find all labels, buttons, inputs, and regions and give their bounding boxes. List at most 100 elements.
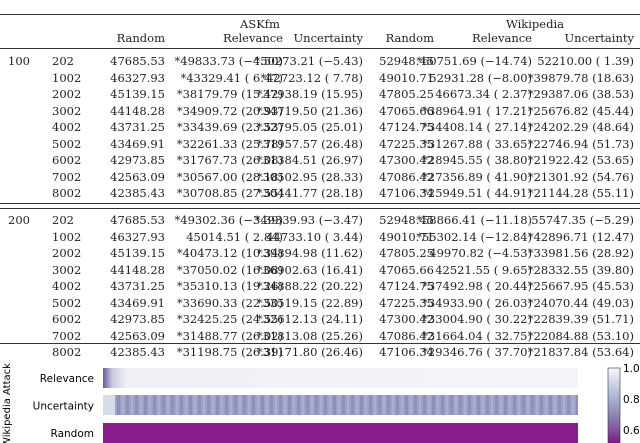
cell: *49302.36 (−3.39) [174, 213, 284, 227]
cell: 6002 [52, 153, 82, 167]
row-label: Uncertainty [33, 401, 94, 413]
cell: 8002 [52, 345, 82, 359]
cell: 45139.15 [110, 246, 165, 260]
cell: 47106.34 [379, 345, 434, 359]
cell: 42973.85 [110, 153, 165, 167]
cell: *40473.12 (10.34) [176, 246, 283, 260]
batch: 200 [8, 213, 30, 227]
cell: *25667.95 (45.53) [527, 279, 634, 293]
cell: 45139.15 [110, 87, 165, 101]
cell: *28332.55 (39.80) [527, 262, 634, 277]
cell: *22084.88 (53.10) [527, 328, 634, 343]
cell: 47805.25 [379, 246, 434, 260]
cell: 52931.28 (−8.00) [429, 70, 532, 85]
cell: 8002 [52, 186, 82, 200]
cell: 44148.28 [110, 262, 165, 277]
cell: *32261.33 (25.78) [176, 136, 283, 151]
cell: 42973.85 [110, 312, 165, 326]
heatmap: Wikipedia Attack Relevance Uncertainty Ran… [2, 363, 640, 443]
cell: 44733.10 ( 3.44) [266, 229, 363, 244]
cell: *43329.41 ( 6.47) [180, 70, 283, 85]
cell: *28945.55 ( 38.80) [422, 153, 532, 167]
cell: *25676.82 (45.44) [527, 103, 634, 118]
cell: 42563.09 [110, 169, 165, 184]
cell: 47300.42 [379, 312, 434, 326]
cell: *27356.89 ( 41.90) [422, 169, 532, 184]
cell: *34408.14 ( 27.14) [422, 120, 532, 134]
cell: 202 [52, 213, 74, 227]
cell: *22839.39 (51.71) [527, 312, 634, 326]
cell: *37938.19 (15.95) [256, 87, 363, 101]
cell: 47065.66 [379, 103, 434, 118]
cell: *31171.80 (26.46) [256, 345, 363, 359]
cell: *33690.33 (22.50) [176, 295, 283, 310]
rule [0, 48, 640, 49]
cell: *32795.05 (25.01) [256, 120, 363, 134]
cell: 47086.42 [379, 169, 434, 184]
cell: 45014.51 ( 2.84) [186, 229, 283, 244]
cell: *39879.78 (18.63) [527, 70, 634, 85]
cell: 49010.71 [379, 229, 434, 244]
row-label: Random [51, 428, 94, 440]
cell: *31664.04 ( 32.75) [422, 328, 532, 343]
cell: *38964.91 ( 17.21) [422, 103, 532, 118]
cell: *31813.08 (25.26) [256, 328, 363, 343]
cell: *34909.72 (20.93) [176, 103, 283, 118]
cell: 42385.43 [110, 186, 165, 200]
cell: *37050.02 (16.08) [176, 262, 283, 277]
cell: *49339.93 (−3.47) [254, 213, 364, 227]
cell: 46327.93 [110, 70, 165, 85]
cell: 43469.91 [110, 136, 165, 151]
group-header: Wikipedia [505, 17, 564, 31]
cell: *31384.51 (26.97) [256, 153, 363, 167]
cell: *24070.44 (49.03) [527, 295, 634, 310]
cell: 47685.53 [110, 213, 165, 227]
cell: 43469.91 [110, 295, 165, 310]
cell: *39894.98 (11.62) [256, 246, 363, 260]
cell: 42563.09 [110, 328, 165, 343]
colorbar-label: 0.6 [623, 425, 640, 437]
cell: *21837.84 (53.64) [527, 345, 634, 359]
cell: 47086.42 [379, 328, 434, 343]
column-header: Relevance [223, 31, 283, 45]
cell: 47124.75 [379, 279, 434, 293]
cell: *34888.22 (20.22) [256, 279, 363, 293]
rule [0, 203, 640, 204]
cell: 7002 [52, 169, 82, 184]
cell: *33004.90 ( 30.22) [422, 312, 532, 326]
cell: 6002 [52, 312, 82, 326]
cell: 42385.43 [110, 345, 165, 359]
cell: 47065.66 [379, 262, 434, 277]
cell: 47225.35 [379, 295, 434, 310]
rule [0, 208, 640, 209]
cell: *33981.56 (28.92) [527, 246, 634, 260]
cell: *60751.69 (−14.74) [416, 54, 532, 68]
cell: *31267.88 ( 33.65) [422, 136, 532, 151]
cell: *42896.71 (12.47) [527, 229, 634, 244]
cell: *29346.76 ( 37.70) [422, 345, 532, 359]
cell: *30441.77 (28.18) [256, 186, 363, 200]
cell: *24202.29 (48.64) [527, 120, 634, 134]
cell: *31767.73 (26.08) [176, 153, 283, 167]
cell: 52210.00 ( 1.39) [537, 54, 634, 68]
cell: *42723.12 ( 7.78) [260, 70, 363, 85]
group-header: ASKfm [240, 17, 280, 31]
cell: 47685.53 [110, 54, 165, 68]
cell: *21144.28 (55.11) [527, 186, 634, 200]
cell: 7002 [52, 328, 82, 343]
cell: *37492.98 ( 20.44) [422, 279, 532, 293]
cell: 43731.25 [110, 120, 165, 134]
column-header: Uncertainty [564, 31, 634, 45]
cell: 3002 [52, 262, 82, 277]
cell: *29387.06 (38.53) [527, 87, 634, 101]
cell: 1002 [52, 229, 82, 244]
cell: 4002 [52, 120, 82, 134]
cell: 52948.45 [379, 213, 434, 227]
cell: *30708.85 (27.55) [176, 186, 283, 200]
rule [0, 343, 640, 344]
batch: 100 [8, 54, 30, 68]
cell: *31957.57 (26.48) [256, 136, 363, 151]
row-label: Relevance [40, 373, 94, 385]
cell: 49970.82 (−4.53) [429, 246, 532, 260]
cell: 202 [52, 54, 74, 68]
